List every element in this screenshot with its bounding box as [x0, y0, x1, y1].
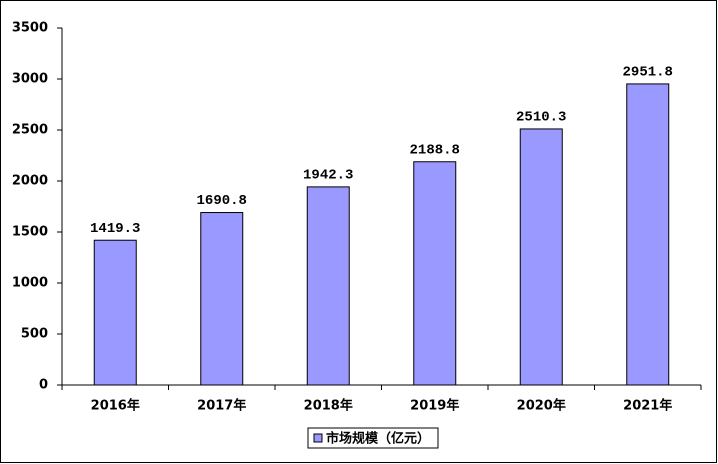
- y-tick-label: 1000: [12, 276, 48, 291]
- y-tick-label: 3500: [12, 21, 48, 36]
- bar: [200, 212, 244, 386]
- value-label: 1419.3: [90, 221, 140, 237]
- x-tick-label: 2021年: [623, 398, 672, 414]
- bar: [306, 186, 350, 386]
- y-tick-label: 2000: [12, 174, 48, 189]
- bar: [413, 161, 457, 386]
- bar: [519, 128, 563, 386]
- value-label: 2188.8: [410, 142, 460, 158]
- y-tick-label: 500: [21, 327, 48, 342]
- x-tick-label: 2016年: [91, 398, 140, 414]
- x-tick-label: 2018年: [304, 398, 353, 414]
- bar: [626, 83, 670, 386]
- value-label: 2951.8: [623, 65, 673, 81]
- bar: [93, 239, 137, 386]
- value-label: 1942.3: [303, 168, 353, 184]
- x-tick-label: 2019年: [410, 398, 459, 414]
- y-tick-label: 1500: [12, 225, 48, 240]
- value-label: 2510.3: [516, 110, 566, 126]
- value-label: 1690.8: [197, 193, 247, 209]
- y-tick-label: 3000: [12, 72, 48, 87]
- x-tick-label: 2017年: [197, 398, 246, 414]
- legend-label: 市场规模（亿元）: [326, 431, 430, 447]
- legend-swatch: [313, 433, 323, 443]
- y-tick-label: 2500: [12, 123, 48, 138]
- legend-box: [307, 427, 439, 449]
- x-tick-label: 2020年: [517, 398, 566, 414]
- y-tick-label: 0: [39, 378, 48, 393]
